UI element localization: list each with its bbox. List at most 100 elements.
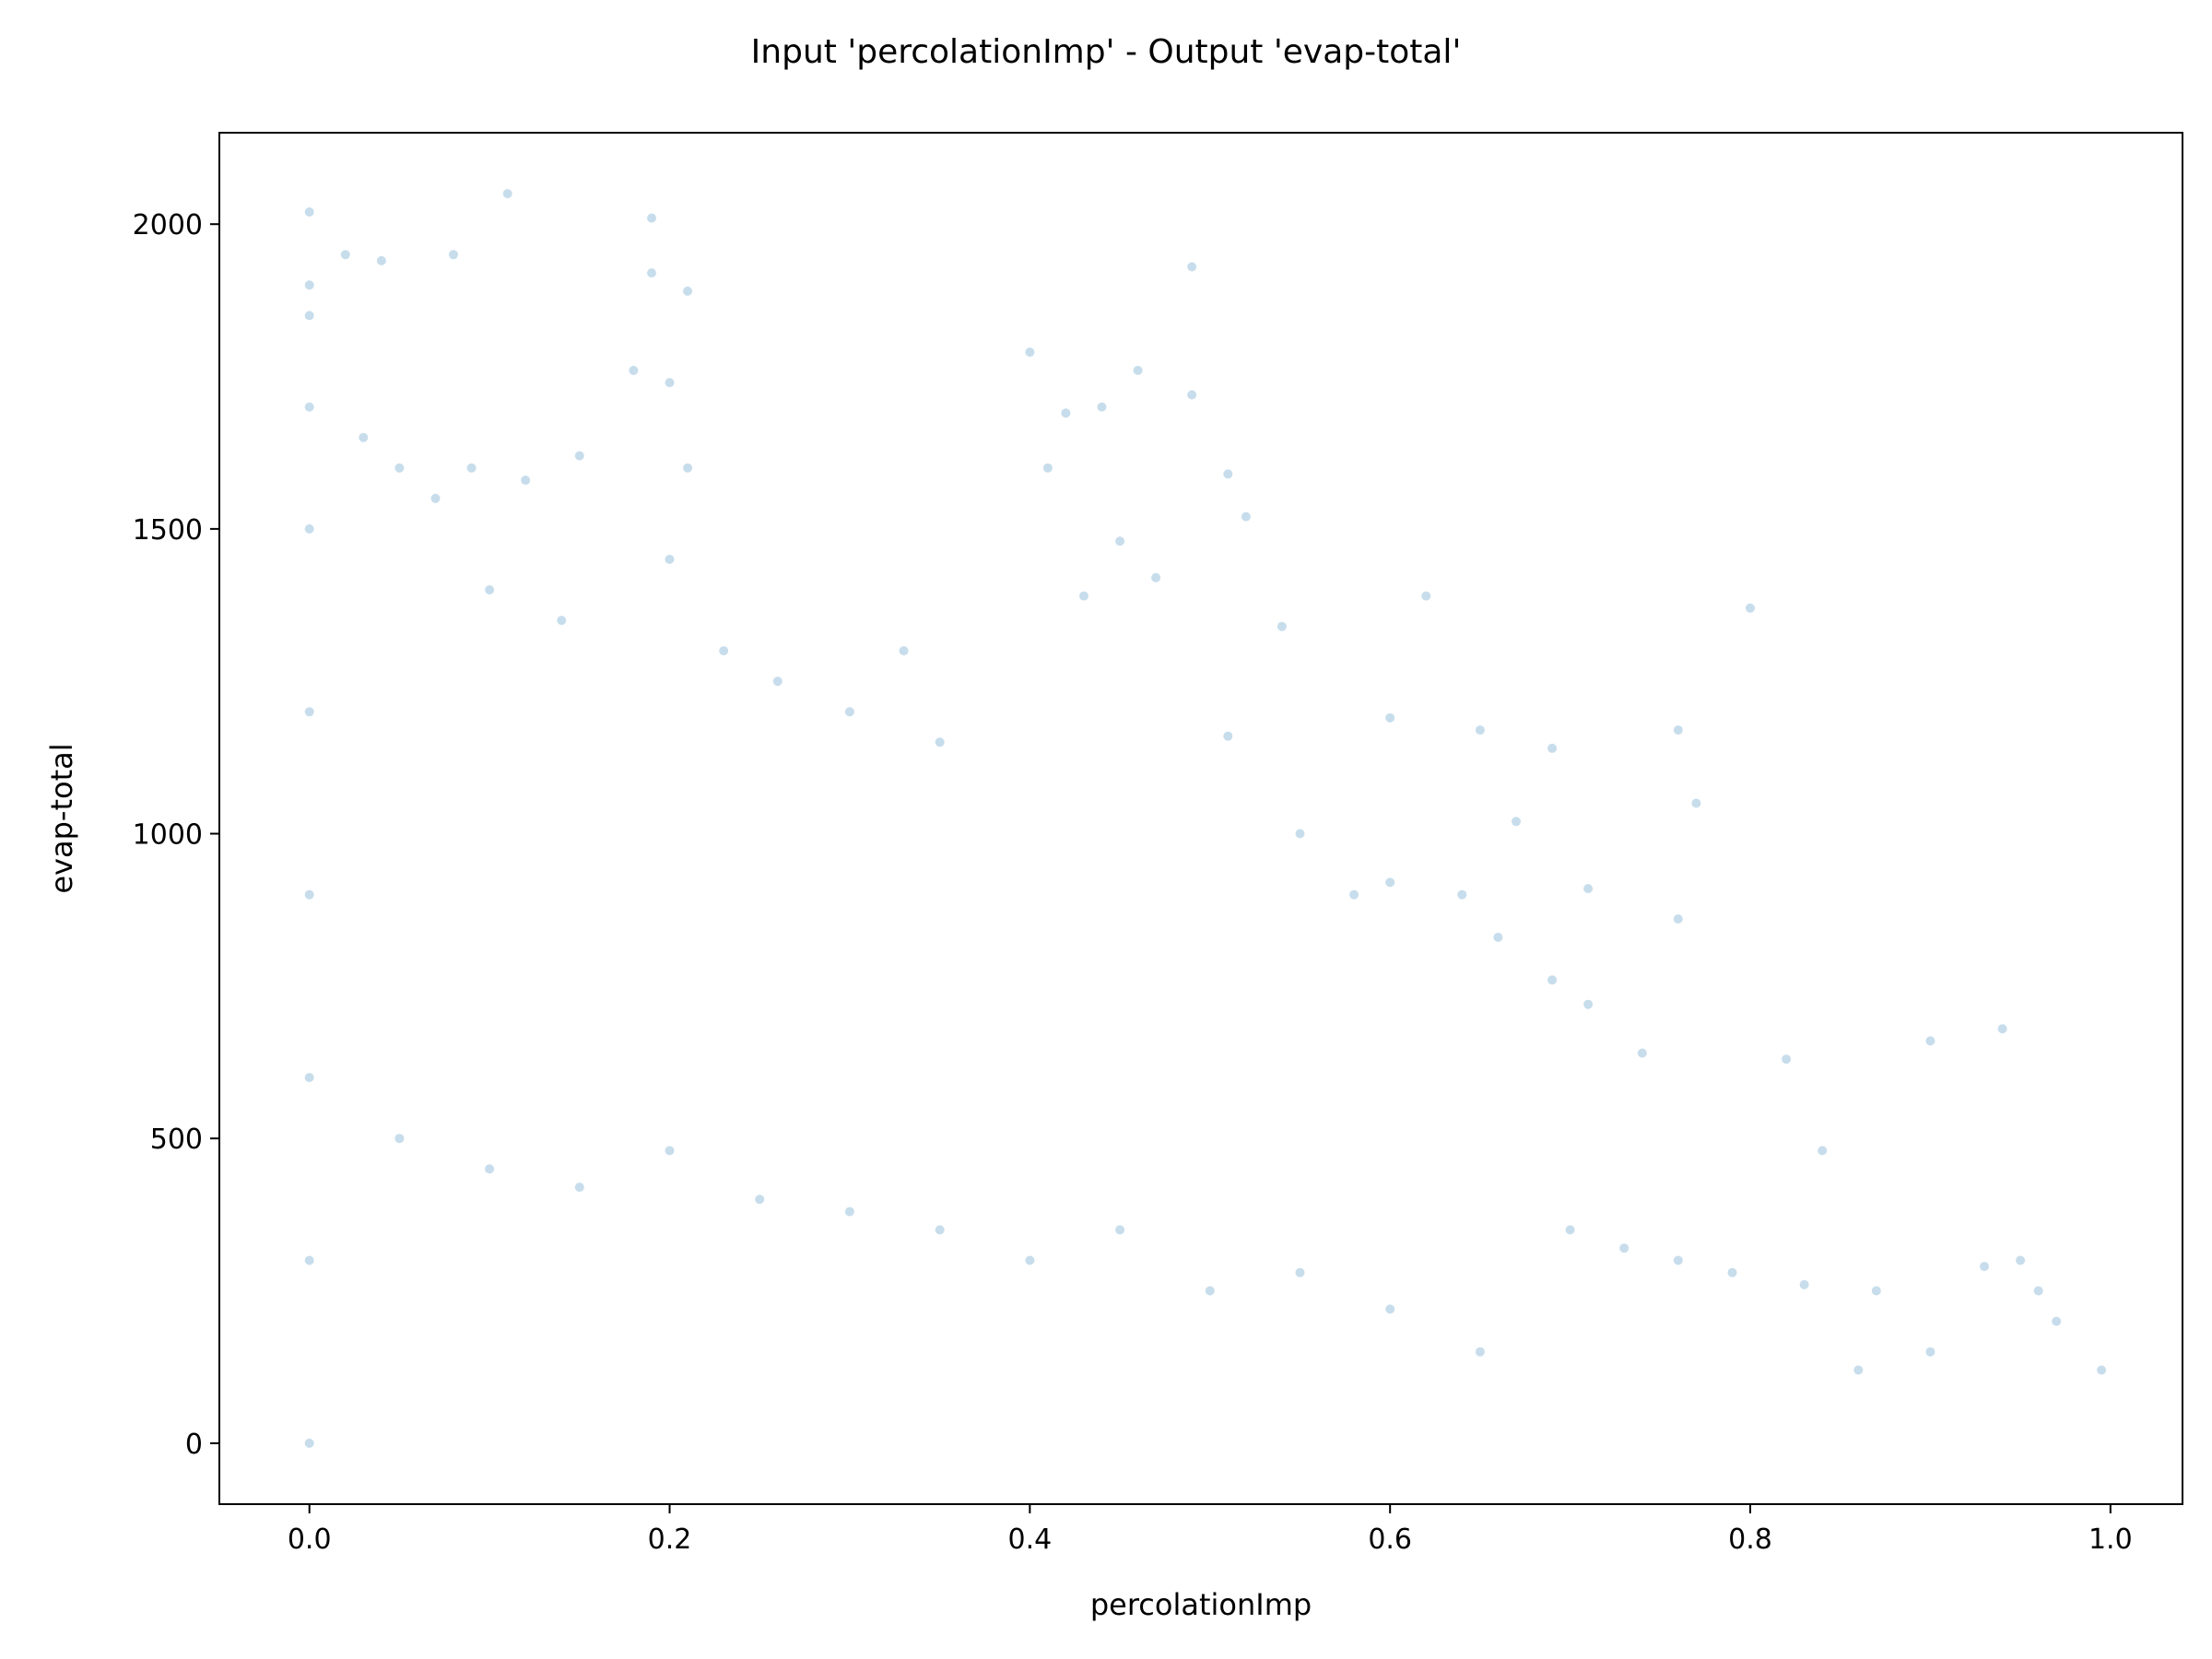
data-point xyxy=(1295,1267,1305,1277)
data-point xyxy=(2097,1365,2107,1375)
data-point xyxy=(1475,1347,1485,1357)
data-point xyxy=(574,1182,584,1193)
data-point xyxy=(719,646,729,656)
x-tick-label: 0.2 xyxy=(648,1524,692,1556)
y-tick-label: 500 xyxy=(150,1124,203,1156)
points-layer xyxy=(304,189,2107,1448)
data-point xyxy=(1925,1347,1936,1357)
data-point xyxy=(1637,1048,1647,1058)
y-tick-label: 2000 xyxy=(133,209,203,241)
data-point xyxy=(304,280,314,290)
data-point xyxy=(1097,402,1107,412)
data-point xyxy=(1457,889,1467,900)
y-tick-label: 0 xyxy=(185,1429,203,1461)
data-point xyxy=(1295,829,1305,839)
data-point xyxy=(935,1225,945,1235)
data-point xyxy=(1746,603,1755,613)
data-point xyxy=(665,1146,675,1156)
y-axis-label: evap-total xyxy=(44,743,79,893)
data-point xyxy=(1115,1225,1125,1235)
data-point xyxy=(1421,591,1431,601)
data-point xyxy=(1547,975,1558,985)
data-point xyxy=(683,286,693,296)
data-point xyxy=(683,463,693,473)
data-point xyxy=(1493,933,1503,942)
data-point xyxy=(755,1194,765,1205)
data-point xyxy=(304,207,314,217)
data-point xyxy=(340,250,350,260)
data-point xyxy=(376,255,386,265)
data-point xyxy=(1997,1024,2007,1034)
data-point xyxy=(772,677,782,687)
data-point xyxy=(394,1134,405,1144)
data-point xyxy=(1799,1279,1809,1289)
data-point xyxy=(1385,712,1395,723)
data-point xyxy=(1133,365,1143,375)
data-point xyxy=(2052,1316,2062,1326)
data-point xyxy=(1673,725,1683,735)
chart-title: Input 'percolationImp' - Output 'evap-to… xyxy=(751,33,1462,71)
x-tick-label: 0.0 xyxy=(288,1524,332,1556)
data-point xyxy=(430,493,441,503)
data-point xyxy=(1025,347,1035,358)
data-point xyxy=(1115,536,1125,547)
data-point xyxy=(1151,572,1161,582)
x-tick-label: 0.4 xyxy=(1007,1524,1052,1556)
data-point xyxy=(1583,999,1594,1009)
data-point xyxy=(1673,1255,1683,1265)
data-point xyxy=(394,463,405,473)
data-point xyxy=(1205,1286,1215,1296)
data-point xyxy=(844,707,854,717)
data-point xyxy=(485,585,495,594)
data-point xyxy=(1871,1286,1881,1296)
data-point xyxy=(1385,877,1395,888)
data-point xyxy=(304,1255,314,1265)
data-point xyxy=(1691,798,1701,808)
data-point xyxy=(629,365,639,375)
data-point xyxy=(844,1206,854,1217)
data-point xyxy=(1727,1267,1737,1277)
data-point xyxy=(521,476,531,485)
data-point xyxy=(665,554,675,564)
data-point xyxy=(557,616,567,626)
data-point xyxy=(1565,1225,1575,1235)
data-point xyxy=(1673,914,1683,924)
data-point xyxy=(1980,1262,1989,1272)
data-point xyxy=(1025,1255,1035,1265)
data-point xyxy=(647,268,656,278)
data-point xyxy=(1475,725,1485,735)
data-point xyxy=(1547,743,1558,753)
data-point xyxy=(1277,621,1287,631)
data-point xyxy=(935,737,945,747)
data-point xyxy=(304,402,314,412)
data-point xyxy=(2016,1255,2026,1265)
data-point xyxy=(466,463,477,473)
data-point xyxy=(359,432,369,442)
x-tick-label: 0.8 xyxy=(1728,1524,1772,1556)
x-tick-label: 1.0 xyxy=(2088,1524,2133,1556)
data-point xyxy=(1187,262,1197,272)
data-point xyxy=(1385,1304,1395,1314)
data-point xyxy=(1061,408,1071,418)
data-point xyxy=(1223,469,1233,479)
plot-frame xyxy=(218,132,2183,1505)
data-point xyxy=(304,1438,314,1448)
data-point xyxy=(304,1073,314,1083)
data-point xyxy=(1782,1054,1792,1065)
data-point xyxy=(304,524,314,534)
data-point xyxy=(304,311,314,321)
data-point xyxy=(899,646,909,656)
y-tick-label: 1500 xyxy=(133,514,203,547)
data-point xyxy=(304,707,314,717)
data-point xyxy=(1925,1036,1936,1046)
data-point xyxy=(1853,1365,1864,1375)
data-point xyxy=(1619,1243,1630,1253)
data-point xyxy=(1223,731,1233,741)
data-point xyxy=(1241,512,1251,522)
data-point xyxy=(304,889,314,900)
data-point xyxy=(502,189,512,199)
data-point xyxy=(647,213,656,223)
data-point xyxy=(1818,1146,1828,1156)
data-point xyxy=(1583,884,1594,894)
